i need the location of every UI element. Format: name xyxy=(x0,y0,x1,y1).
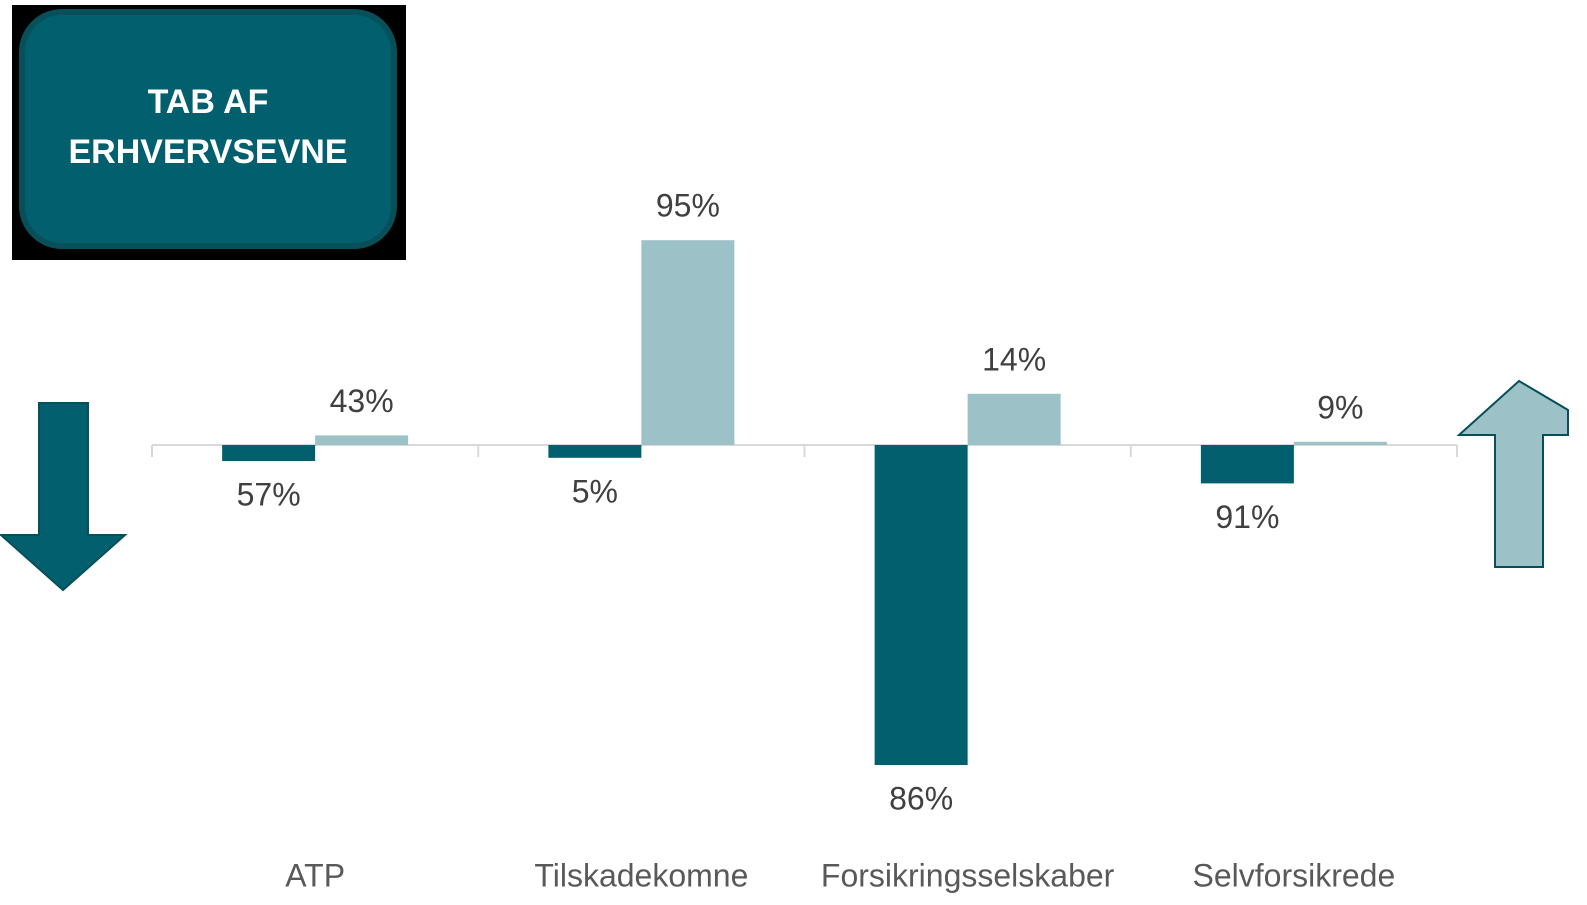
bar xyxy=(222,445,316,461)
bar xyxy=(548,445,642,458)
bar xyxy=(1200,445,1294,484)
data-label: 91% xyxy=(1215,499,1279,535)
data-label: 86% xyxy=(889,780,953,816)
data-label: 57% xyxy=(237,476,301,512)
title-box xyxy=(19,9,397,249)
x-tick-label: Tilskadekomne xyxy=(534,857,748,893)
title-line: ERHVERVSEVNE xyxy=(68,133,347,171)
x-tick-label: Selvforsikrede xyxy=(1193,857,1396,893)
down-arrow xyxy=(0,402,128,592)
bar xyxy=(967,393,1061,445)
data-label: 95% xyxy=(656,188,720,224)
title-line: TAB AF xyxy=(148,83,269,121)
data-label: 5% xyxy=(572,473,618,509)
x-tick-label: ATP xyxy=(285,857,345,893)
data-label: 14% xyxy=(982,341,1046,377)
bar xyxy=(641,240,735,445)
bar xyxy=(1293,441,1387,445)
up-arrow xyxy=(1456,379,1569,568)
x-tick-label: Forsikringsselskaber xyxy=(821,857,1115,893)
data-label: 43% xyxy=(330,383,394,419)
bar xyxy=(874,445,968,765)
data-label: 9% xyxy=(1317,389,1363,425)
bar xyxy=(315,435,409,445)
